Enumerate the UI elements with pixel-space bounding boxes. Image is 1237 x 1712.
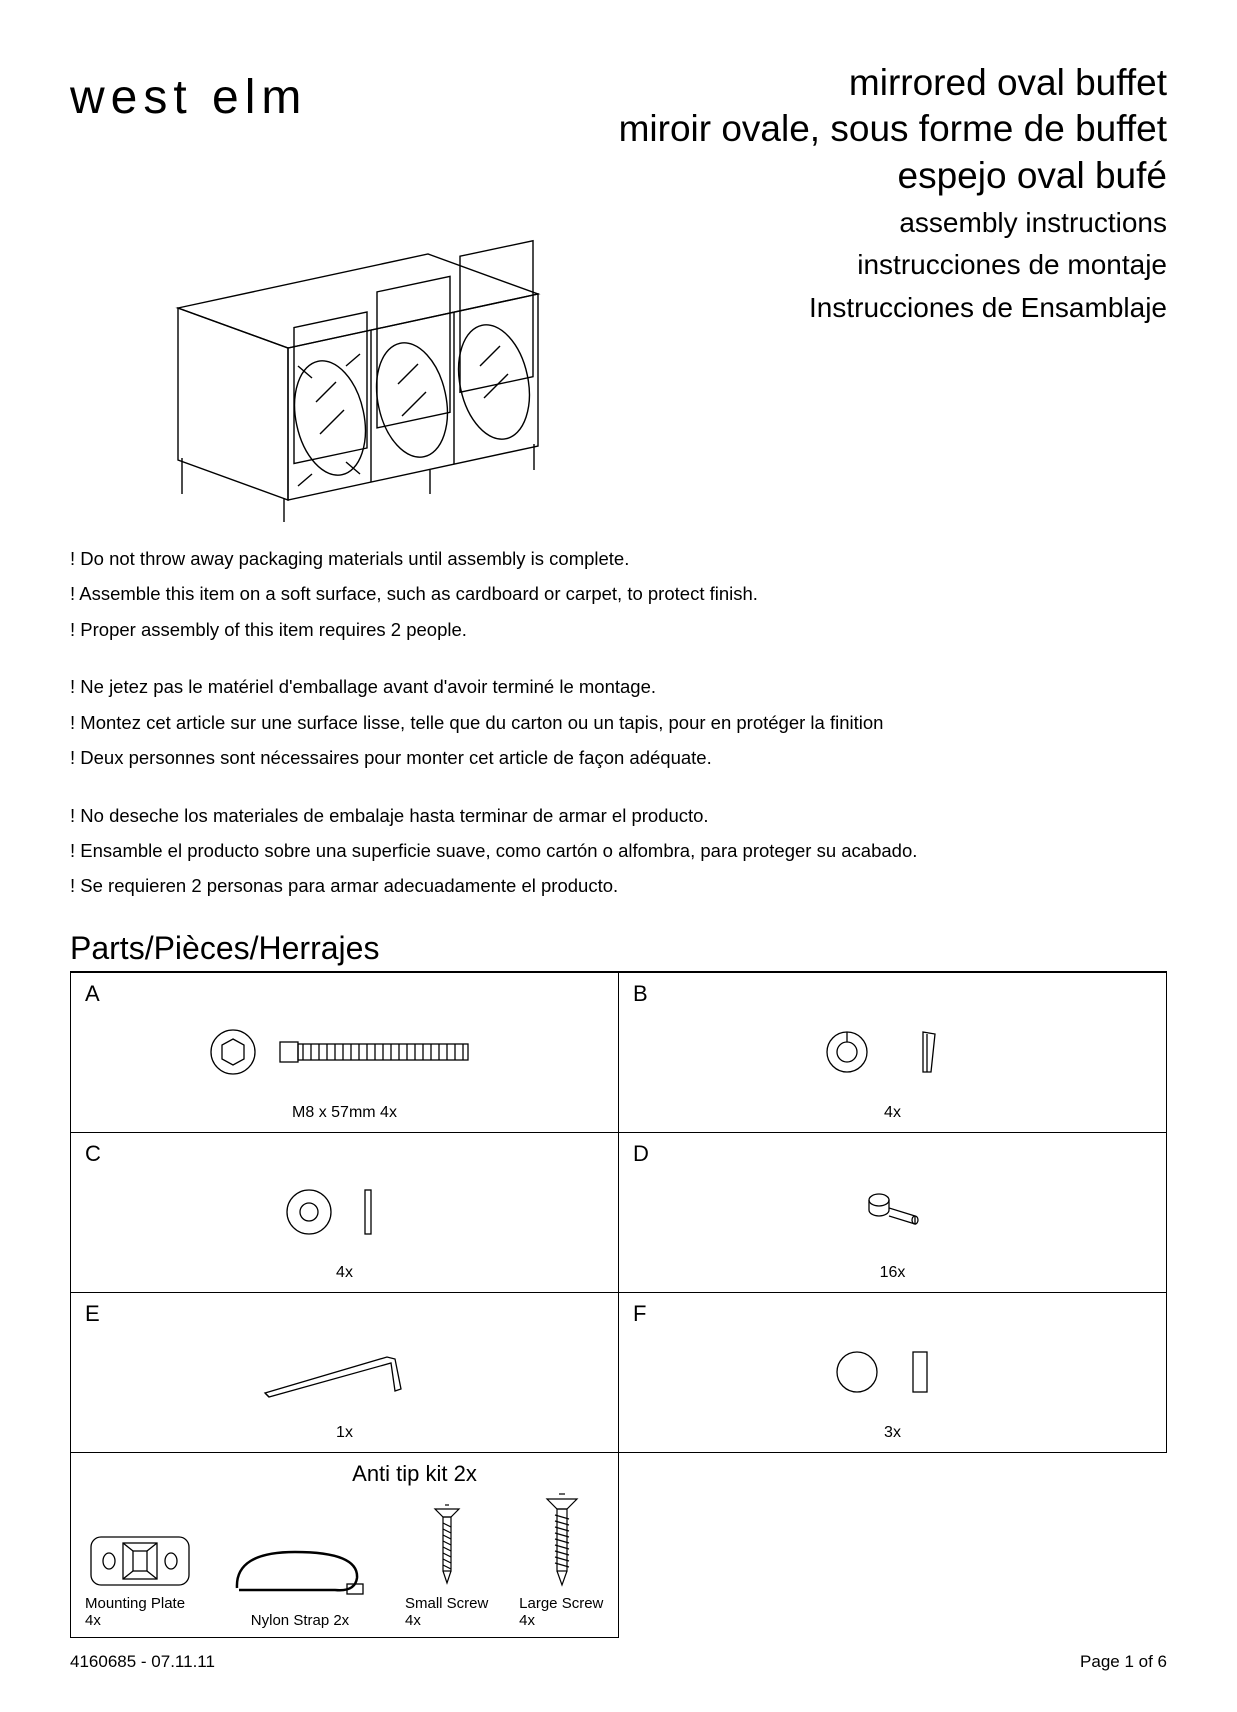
bolt-icon bbox=[205, 1022, 485, 1082]
footer: 4160685 - 07.11.11 Page 1 of 6 bbox=[70, 1652, 1167, 1672]
empty-cell bbox=[619, 1452, 1167, 1637]
small-screw-item: Small Screw 4x bbox=[405, 1501, 489, 1629]
part-cell-b: B 4x bbox=[619, 972, 1167, 1132]
anti-tip-items: Mounting Plate 4x Nylon Strap 2x bbox=[85, 1491, 604, 1629]
part-qty: 3x bbox=[884, 1424, 901, 1442]
part-letter: F bbox=[633, 1301, 1152, 1327]
part-qty: 1x bbox=[336, 1424, 353, 1442]
page: west elm mirrored oval buffet miroir ova… bbox=[0, 0, 1237, 1712]
subtitle-en: assembly instructions bbox=[619, 205, 1167, 241]
lock-washer-icon bbox=[803, 1022, 983, 1082]
part-letter: A bbox=[85, 981, 604, 1007]
subtitle-es: Instrucciones de Ensamblaje bbox=[619, 290, 1167, 326]
large-screw-item: Large Screw 4x bbox=[519, 1491, 604, 1629]
buffet-drawing-icon bbox=[160, 236, 550, 526]
warning-line: Do not throw away packaging materials un… bbox=[70, 543, 1167, 574]
subtitle-fr: instrucciones de montaje bbox=[619, 247, 1167, 283]
warnings-es: No deseche los materiales de embalaje ha… bbox=[70, 800, 1167, 902]
title-fr: miroir ovale, sous forme de buffet bbox=[619, 106, 1167, 152]
title-en: mirrored oval buffet bbox=[619, 60, 1167, 106]
part-letter: E bbox=[85, 1301, 604, 1327]
footer-left: 4160685 - 07.11.11 bbox=[70, 1652, 215, 1672]
warning-line: Deux personnes sont nécessaires pour mon… bbox=[70, 742, 1167, 773]
small-screw-icon bbox=[427, 1501, 467, 1591]
part-letter: C bbox=[85, 1141, 604, 1167]
brand-logo: west elm bbox=[70, 70, 307, 125]
nylon-strap-label: Nylon Strap 2x bbox=[251, 1612, 349, 1629]
nylon-strap-icon bbox=[225, 1538, 375, 1608]
warning-line: Montez cet article sur une surface lisse… bbox=[70, 707, 1167, 738]
warnings-en: Do not throw away packaging materials un… bbox=[70, 543, 1167, 645]
mounting-plate-item: Mounting Plate 4x bbox=[85, 1529, 195, 1629]
part-cell-d: D 16x bbox=[619, 1132, 1167, 1292]
warning-line: Proper assembly of this item requires 2 … bbox=[70, 614, 1167, 645]
allen-key-icon bbox=[245, 1337, 445, 1407]
part-qty: 4x bbox=[884, 1104, 901, 1122]
shelf-pin-icon bbox=[843, 1182, 943, 1242]
part-cell-c: C 4x bbox=[71, 1132, 619, 1292]
large-screw-icon bbox=[537, 1491, 587, 1591]
mounting-plate-icon bbox=[85, 1529, 195, 1591]
title-block: mirrored oval buffet miroir ovale, sous … bbox=[619, 60, 1167, 326]
warnings-fr: Ne jetez pas le matériel d'emballage ava… bbox=[70, 671, 1167, 773]
footer-right: Page 1 of 6 bbox=[1080, 1652, 1167, 1672]
part-cell-a: A bbox=[71, 972, 619, 1132]
part-qty: 4x bbox=[336, 1264, 353, 1282]
parts-section-title: Parts/Pièces/Herrajes bbox=[70, 930, 1167, 972]
part-qty: 16x bbox=[880, 1264, 906, 1282]
warning-line: Ne jetez pas le matériel d'emballage ava… bbox=[70, 671, 1167, 702]
anti-tip-cell: Anti tip kit 2x bbox=[71, 1452, 619, 1637]
warning-line: Se requieren 2 personas para armar adecu… bbox=[70, 870, 1167, 901]
warnings: Do not throw away packaging materials un… bbox=[70, 543, 1167, 902]
warning-line: No deseche los materiales de embalaje ha… bbox=[70, 800, 1167, 831]
anti-tip-title: Anti tip kit 2x bbox=[225, 1461, 604, 1487]
flat-washer-icon bbox=[265, 1182, 425, 1242]
parts-table: A bbox=[70, 972, 1167, 1638]
part-qty: M8 x 57mm 4x bbox=[292, 1104, 397, 1122]
nylon-strap-item: Nylon Strap 2x bbox=[225, 1538, 375, 1629]
part-cell-f: F 3x bbox=[619, 1292, 1167, 1452]
warning-line: Ensamble el producto sobre una superfici… bbox=[70, 835, 1167, 866]
door-bumper-icon bbox=[813, 1342, 973, 1402]
warning-line: Assemble this item on a soft surface, su… bbox=[70, 578, 1167, 609]
part-letter: B bbox=[633, 981, 1152, 1007]
title-es: espejo oval bufé bbox=[619, 153, 1167, 199]
part-letter: D bbox=[633, 1141, 1152, 1167]
part-cell-e: E 1x bbox=[71, 1292, 619, 1452]
